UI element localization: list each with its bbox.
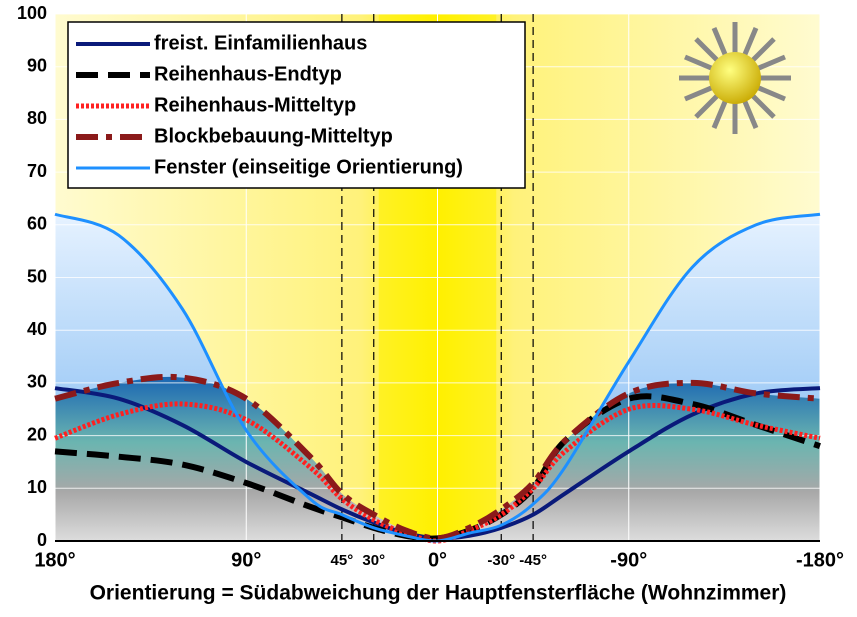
- y-tick-label: 60: [27, 214, 47, 234]
- x-tick-label: -45°: [519, 552, 547, 569]
- y-tick-label: 10: [27, 477, 47, 497]
- y-tick-label: 0: [37, 530, 47, 550]
- legend-label: Reihenhaus-Endtyp: [154, 63, 342, 85]
- x-tick-label: 30°: [362, 552, 385, 569]
- series-line: [54, 393, 821, 542]
- y-tick-label: 30: [27, 372, 47, 392]
- x-tick-label: 90°: [231, 549, 261, 571]
- legend-label: Blockbebauung-Mitteltyp: [154, 125, 393, 147]
- x-tick-label: 0°: [428, 549, 447, 571]
- legend-label: Reihenhaus-Mitteltyp: [154, 94, 356, 116]
- sun-icon: [679, 22, 791, 134]
- x-tick-label: 45°: [331, 552, 354, 569]
- y-tick-label: 70: [27, 161, 47, 181]
- y-tick-label: 100: [17, 3, 47, 23]
- y-tick-label: 20: [27, 424, 47, 444]
- x-tick-label: 180°: [34, 549, 75, 571]
- series-line: [54, 373, 821, 542]
- x-tick-label: -90°: [610, 549, 647, 571]
- legend-label: freist. Einfamilienhaus: [154, 32, 367, 54]
- x-tick-label: -180°: [796, 549, 844, 571]
- y-tick-label: 50: [27, 266, 47, 286]
- x-tick-label: -30°: [487, 552, 515, 569]
- y-tick-label: 40: [27, 319, 47, 339]
- y-tick-label: 90: [27, 55, 47, 75]
- x-axis-label: Orientierung = Südabweichung der Hauptfe…: [90, 582, 787, 605]
- legend-label: Fenster (einseitige Orientierung): [154, 156, 463, 178]
- y-tick-label: 80: [27, 108, 47, 128]
- legend-box: [67, 21, 526, 189]
